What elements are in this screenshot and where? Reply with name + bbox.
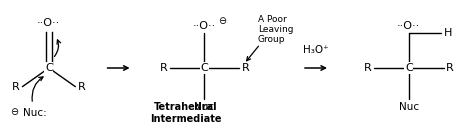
Text: ··O··: ··O·· — [397, 21, 420, 31]
Text: R: R — [364, 63, 372, 73]
Text: ⊖: ⊖ — [218, 16, 226, 26]
Text: R: R — [12, 82, 20, 92]
Text: C: C — [201, 63, 209, 73]
Text: ⊖: ⊖ — [10, 107, 18, 117]
Text: Nuc: Nuc — [194, 102, 215, 112]
Text: C: C — [45, 63, 53, 73]
Text: Nuc:: Nuc: — [23, 108, 47, 118]
Text: Nuc: Nuc — [399, 102, 419, 112]
Text: H: H — [444, 28, 452, 38]
Text: R: R — [78, 82, 85, 92]
Text: R: R — [446, 63, 454, 73]
Text: ··O··: ··O·· — [37, 18, 61, 28]
Text: H₃O⁺: H₃O⁺ — [303, 45, 329, 55]
Text: A Poor
Leaving
Group: A Poor Leaving Group — [258, 15, 293, 44]
Text: R: R — [160, 63, 167, 73]
Text: R: R — [242, 63, 249, 73]
Text: ··O··: ··O·· — [193, 21, 216, 31]
Text: Tetrahedral
Intermediate: Tetrahedral Intermediate — [150, 102, 222, 124]
Text: C: C — [405, 63, 413, 73]
